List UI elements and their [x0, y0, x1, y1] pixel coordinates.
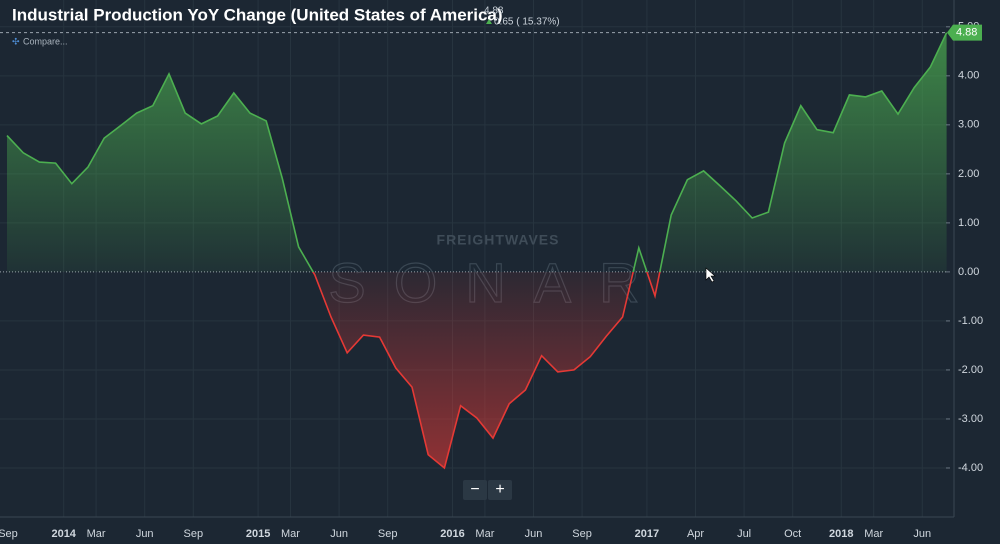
x-tick-label: Sep [0, 528, 18, 540]
x-tick-label: Jun [330, 528, 348, 540]
x-tick-label: Mar [281, 528, 300, 540]
x-tick-label: Jun [525, 528, 543, 540]
x-tick-label: Jun [913, 528, 931, 540]
zoom-in-icon[interactable]: + [495, 481, 504, 498]
x-tick-label: Oct [784, 528, 801, 540]
y-tick-label: -2.00 [958, 364, 983, 376]
y-tick-label: 3.00 [958, 119, 979, 131]
y-tick-label: 4.00 [958, 70, 979, 82]
zoom-out-icon[interactable]: − [470, 481, 479, 498]
x-tick-label: Jul [737, 528, 751, 540]
x-tick-label: Mar [87, 528, 106, 540]
up-arrow [486, 19, 492, 24]
x-tick-label: Apr [687, 528, 704, 540]
last-value-label: 4.88 [956, 27, 977, 39]
x-tick-label: Mar [864, 528, 883, 540]
y-tick-label: -3.00 [958, 413, 983, 425]
y-tick-label: 2.00 [958, 168, 979, 180]
y-tick-label: -4.00 [958, 462, 983, 474]
current-value: 4.88 [484, 6, 504, 17]
x-tick-label: 2014 [51, 528, 76, 540]
compare-button[interactable]: Compare... [23, 36, 68, 46]
x-tick-label: Mar [475, 528, 494, 540]
watermark-brand: FREIGHTWAVES [437, 232, 560, 248]
x-tick-label: 2016 [440, 528, 464, 540]
x-tick-label: 2018 [829, 528, 853, 540]
x-tick-label: 2015 [246, 528, 270, 540]
x-tick-label: Sep [572, 528, 592, 540]
cursor [705, 267, 716, 283]
x-tick-label: 2017 [635, 528, 659, 540]
y-tick-label: -1.00 [958, 315, 983, 327]
y-tick-label: 1.00 [958, 217, 979, 229]
x-tick-label: Jun [136, 528, 154, 540]
chart-title: Industrial Production YoY Change (United… [12, 5, 503, 24]
line [6, 32, 948, 470]
zoom-out-button[interactable] [463, 480, 487, 500]
x-tick-label: Sep [184, 528, 204, 540]
x-tick-label: Sep [378, 528, 398, 540]
zoom-in-button[interactable] [488, 480, 512, 500]
area-fill [7, 32, 947, 468]
last-value-badge [947, 24, 982, 41]
compare-icon[interactable]: ✣ [12, 36, 20, 46]
change-value: 0.65 ( 15.37%) [494, 17, 560, 28]
y-tick-label: 0.00 [958, 266, 979, 278]
zoom-controls: − + [463, 480, 512, 500]
